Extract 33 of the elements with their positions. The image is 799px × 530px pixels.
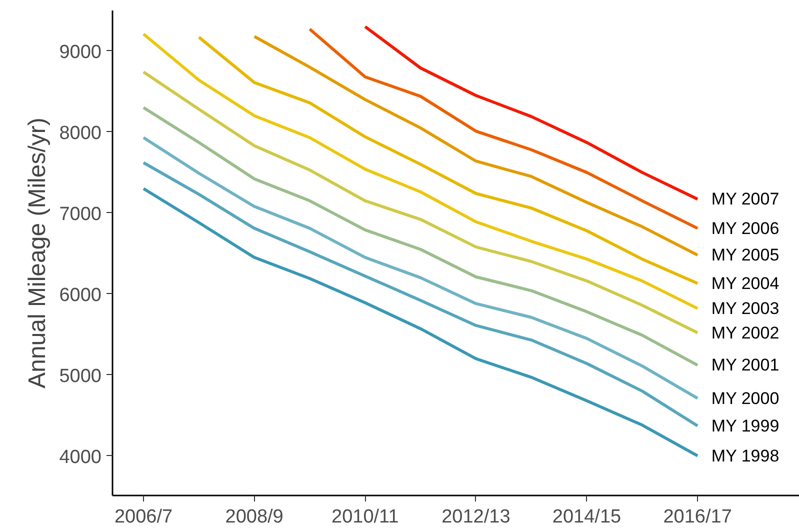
series-label: MY 2005 [711, 246, 780, 265]
line-series [252, 34, 700, 257]
line-series [308, 28, 700, 230]
line-series [142, 106, 700, 367]
series-label: MY 1998 [711, 446, 780, 466]
y-tick-label: 9000 [59, 42, 102, 63]
line-series [197, 36, 700, 285]
x-tick-label: 2012/13 [442, 506, 510, 528]
series-label: MY 2001 [711, 356, 780, 375]
series-label: MY 1999 [711, 416, 780, 436]
x-tick-label: 2010/11 [332, 506, 399, 528]
x-tick-label: 2008/9 [225, 506, 284, 528]
line-series [142, 70, 700, 334]
line-series [142, 161, 700, 428]
y-tick-label: 8000 [59, 122, 102, 144]
series-label: MY 2004 [711, 274, 780, 293]
series-label: MY 2000 [711, 388, 780, 408]
y-tick-label: 4000 [59, 446, 102, 468]
y-axis-title: Annual Mileage (Miles/yr) [24, 118, 52, 388]
series-label: MY 2002 [711, 323, 780, 342]
y-tick-label: 7000 [59, 204, 102, 225]
y-tick-label: 5000 [59, 366, 102, 387]
y-tick-label: 6000 [59, 284, 102, 306]
line-series [142, 32, 700, 310]
line-series [364, 25, 700, 201]
line-series [142, 187, 700, 458]
series-label: MY 2007 [711, 190, 780, 209]
series-label: MY 2006 [711, 218, 780, 238]
x-tick-label: 2016/17 [663, 506, 732, 528]
x-tick-label: 2006/7 [114, 506, 173, 528]
series-label: MY 2003 [711, 298, 780, 318]
line-series [142, 136, 700, 400]
x-tick-label: 2014/15 [552, 506, 622, 528]
